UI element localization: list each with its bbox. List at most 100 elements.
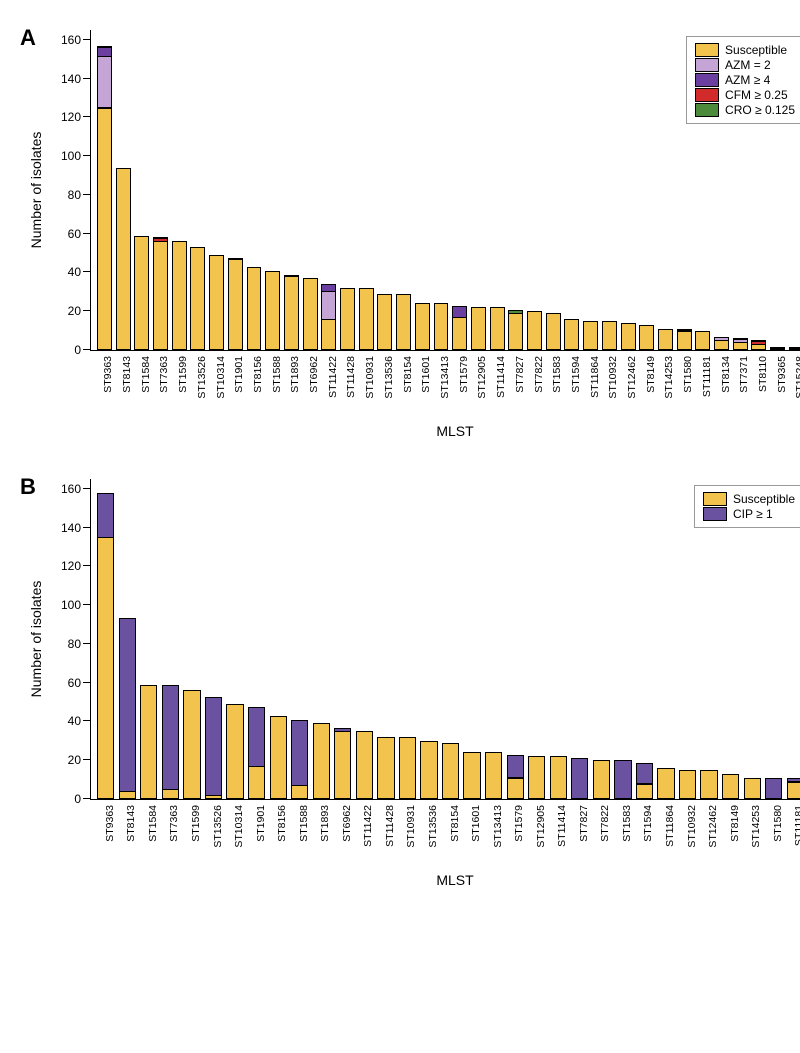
bar-slot: ST10932 — [600, 30, 619, 350]
bar — [471, 308, 486, 350]
bar-segment — [564, 319, 579, 350]
xtick-label: ST6962 — [308, 356, 320, 393]
bar — [787, 779, 800, 799]
bar-slot: ST8156 — [267, 479, 289, 799]
xtick-label: ST7827 — [514, 356, 526, 393]
bar — [621, 324, 636, 350]
bar-segment — [679, 770, 696, 799]
xtick-label: ST12462 — [707, 805, 719, 848]
bar — [119, 618, 136, 799]
xtick-label: ST11422 — [362, 805, 374, 847]
xtick-label: ST13413 — [439, 356, 451, 399]
panel-b-plot: Number of isolates ST9363ST8143ST1584ST7… — [90, 479, 800, 800]
bar-slot: ST8154 — [394, 30, 413, 350]
legend-swatch — [703, 507, 727, 521]
bar — [356, 732, 373, 799]
bar-segment — [733, 342, 748, 350]
bar-segment — [226, 704, 243, 799]
bar — [658, 329, 673, 350]
bar — [571, 759, 588, 799]
xtick-label: ST12905 — [476, 356, 488, 399]
bar — [162, 686, 179, 799]
bar-segment — [321, 319, 336, 350]
bar — [303, 279, 318, 350]
bar — [602, 322, 617, 350]
bar — [313, 724, 330, 799]
bar-segment — [602, 321, 617, 350]
bar — [116, 169, 131, 351]
bar-segment — [228, 259, 243, 350]
bar-segment — [97, 56, 112, 108]
xtick-label: ST9363 — [102, 356, 114, 393]
bar-segment — [639, 325, 654, 350]
xtick-label: ST8149 — [645, 356, 657, 393]
bar-segment — [172, 241, 187, 350]
xtick-label: ST10931 — [405, 805, 417, 848]
bar-slot: ST1579 — [450, 30, 469, 350]
legend-label: CFM ≥ 0.25 — [725, 88, 788, 102]
bar-segment — [183, 690, 200, 799]
bar-segment — [442, 743, 459, 799]
xtick-label: ST10932 — [686, 805, 698, 848]
bar-segment — [695, 331, 710, 350]
bar — [636, 764, 653, 799]
ytick-label: 120 — [61, 110, 91, 124]
ytick-label: 20 — [68, 304, 91, 318]
bar-segment — [334, 731, 351, 799]
bar-slot: ST12462 — [619, 30, 638, 350]
ytick-label: 140 — [61, 72, 91, 86]
ytick-label: 140 — [61, 521, 91, 535]
legend-label: AZM = 2 — [725, 58, 771, 72]
xtick-label: ST13526 — [212, 805, 224, 848]
xtick-label: ST12905 — [535, 805, 547, 848]
bar-slot: ST11428 — [375, 479, 397, 799]
xtick-label: ST8110 — [757, 356, 769, 392]
bar-slot: ST1588 — [263, 30, 282, 350]
legend-swatch — [695, 103, 719, 117]
legend-label: Susceptible — [733, 492, 795, 506]
bar-slot: ST7822 — [525, 30, 544, 350]
bar-slot: ST7827 — [569, 479, 591, 799]
bar-slot: ST1584 — [132, 30, 151, 350]
bar-segment — [190, 247, 205, 350]
xtick-label: ST8156 — [252, 356, 264, 393]
xtick-label: ST1588 — [271, 356, 283, 393]
legend-item: CIP ≥ 1 — [703, 507, 795, 521]
bar-segment — [636, 784, 653, 800]
bar — [751, 341, 766, 350]
xtick-label: ST7827 — [578, 805, 590, 842]
bar-segment — [700, 770, 717, 799]
xtick-label: ST1601 — [470, 805, 482, 842]
bar — [265, 271, 280, 350]
bar-segment — [303, 278, 318, 350]
bar-segment — [789, 348, 800, 350]
bar-segment — [415, 303, 430, 350]
bar — [359, 289, 374, 350]
legend-item: CFM ≥ 0.25 — [695, 88, 795, 102]
bar-slot: ST7363 — [151, 30, 170, 350]
panel-a-legend: SusceptibleAZM = 2AZM ≥ 4CFM ≥ 0.25CRO ≥… — [686, 36, 800, 124]
legend-item: Susceptible — [703, 492, 795, 506]
bar-slot: ST6962 — [332, 479, 354, 799]
bar — [593, 761, 610, 799]
bar-segment — [205, 795, 222, 799]
bar-segment — [399, 737, 416, 799]
xtick-label: ST1580 — [682, 356, 694, 393]
bar-slot: ST11422 — [354, 479, 376, 799]
xtick-label: ST1594 — [642, 805, 654, 842]
bar-segment — [744, 778, 761, 799]
bar-segment — [657, 768, 674, 799]
bar-slot: ST13413 — [483, 479, 505, 799]
xtick-label: ST11864 — [589, 356, 601, 398]
bar — [377, 295, 392, 350]
bar-segment — [787, 782, 800, 799]
xtick-label: ST1580 — [772, 805, 784, 842]
bar-slot: ST1893 — [310, 479, 332, 799]
bar-segment — [205, 697, 222, 796]
bar-segment — [751, 344, 766, 350]
xtick-label: ST14253 — [663, 356, 675, 399]
bar — [226, 705, 243, 799]
xtick-label: ST13536 — [383, 356, 395, 399]
bar-segment — [507, 778, 524, 799]
legend-item: CRO ≥ 0.125 — [695, 103, 795, 117]
